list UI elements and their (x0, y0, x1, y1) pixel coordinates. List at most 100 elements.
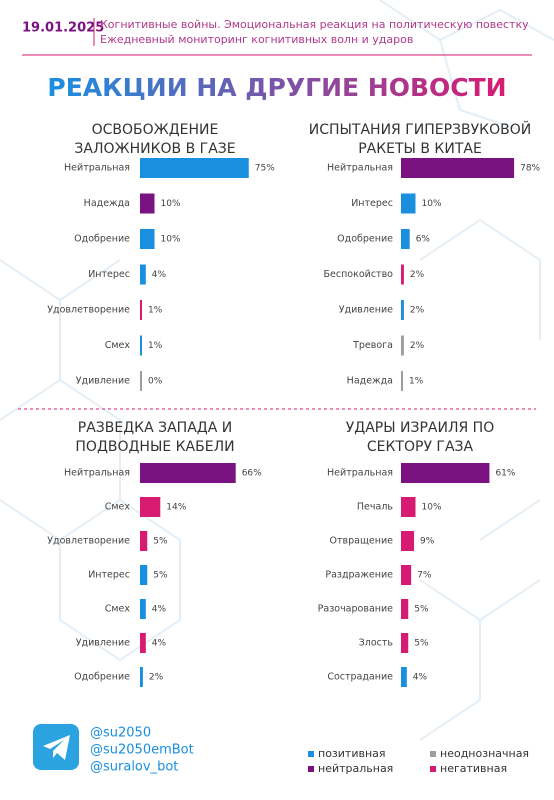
bar (140, 633, 146, 653)
category-label: Одобрение (74, 234, 130, 245)
category-label: Удивление (339, 305, 393, 316)
value-label: 61% (495, 469, 515, 479)
value-label: 7% (417, 571, 432, 581)
value-label: 2% (410, 341, 425, 351)
bar (140, 300, 142, 320)
chart-title: ОСВОБОЖДЕНИЕ (92, 122, 219, 138)
value-label: 2% (410, 306, 425, 316)
category-label: Смех (105, 502, 131, 513)
bar (401, 335, 404, 356)
category-label: Разочарование (318, 604, 393, 615)
bar (401, 193, 416, 214)
category-label: Тревога (352, 340, 393, 351)
legend-label: неоднозначная (440, 747, 529, 760)
value-label: 5% (153, 571, 168, 581)
bar (401, 300, 404, 320)
legend-swatch (430, 766, 436, 772)
chart-title: ИСПЫТАНИЯ ГИПЕРЗВУКОВОЙ (309, 120, 531, 138)
bar (140, 531, 148, 551)
handle: @su2050emBot (90, 743, 194, 758)
value-label: 1% (409, 377, 424, 387)
value-label: 1% (148, 341, 163, 351)
chart-title: ПОДВОДНЫЕ КАБЕЛИ (75, 439, 234, 455)
category-label: Печаль (357, 502, 393, 513)
value-label: 4% (152, 639, 167, 649)
bar (401, 463, 490, 483)
bar (140, 463, 236, 483)
bar (401, 497, 416, 517)
handle: @su2050 (90, 726, 151, 741)
value-label: 14% (166, 503, 186, 513)
category-label: Удовлетворение (47, 305, 130, 316)
value-label: 0% (148, 377, 163, 387)
subtitle: Ежедневный мониторинг когнитивных волн и… (100, 33, 413, 46)
legend-swatch (308, 751, 314, 757)
value-label: 4% (413, 673, 428, 683)
category-label: Сострадание (327, 672, 393, 683)
bar (140, 497, 161, 517)
legend-label: нейтральная (318, 762, 393, 775)
bar (401, 229, 410, 249)
category-label: Злость (359, 638, 394, 649)
category-label: Смех (105, 340, 131, 351)
category-label: Смех (105, 604, 131, 615)
main-title: РЕАКЦИИ НА ДРУГИЕ НОВОСТИ (47, 73, 506, 102)
chart-title: ЗАЛОЖНИКОВ В ГАЗЕ (74, 141, 235, 157)
bar (401, 599, 409, 619)
value-label: 4% (152, 605, 167, 615)
chart-title: СЕКТОРУ ГАЗА (367, 439, 474, 455)
category-label: Раздражение (325, 570, 393, 581)
bar (401, 531, 415, 551)
category-label: Нейтральная (327, 163, 393, 174)
bar (140, 229, 155, 249)
bar (401, 264, 404, 285)
value-label: 4% (152, 270, 167, 280)
background-network (0, 0, 554, 741)
bar (140, 667, 143, 687)
value-label: 10% (422, 503, 442, 513)
value-label: 1% (148, 306, 163, 316)
category-label: Надежда (84, 198, 130, 209)
chart-title: РАКЕТЫ В КИТАЕ (358, 141, 482, 157)
bar (140, 565, 148, 585)
value-label: 78% (520, 164, 540, 174)
value-label: 75% (255, 164, 275, 174)
legend-swatch (308, 766, 314, 772)
value-label: 5% (414, 605, 429, 615)
value-label: 5% (414, 639, 429, 649)
date: 19.01.2025 (22, 21, 104, 36)
category-label: Интерес (88, 269, 130, 280)
chart-title: РАЗВЕДКА ЗАПАДА И (78, 420, 232, 436)
legend-swatch (430, 751, 436, 757)
category-label: Отвращение (330, 536, 394, 547)
bar (401, 158, 515, 178)
category-label: Нейтральная (64, 468, 130, 479)
bar (140, 158, 249, 178)
bar (140, 335, 142, 356)
bar (140, 599, 146, 619)
category-label: Удовлетворение (47, 536, 130, 547)
category-label: Интерес (88, 570, 130, 581)
chart-title: УДАРЫ ИЗРАИЛЯ ПО (346, 420, 494, 436)
handle: @suralov_bot (90, 760, 178, 775)
value-label: 5% (153, 537, 168, 547)
telegram-plane (43, 735, 70, 760)
value-label: 10% (161, 235, 181, 245)
subtitle: Когнитивные войны. Эмоциональная реакция… (100, 18, 529, 31)
value-label: 66% (242, 469, 262, 479)
value-label: 10% (422, 199, 442, 209)
value-label: 2% (410, 270, 425, 280)
value-label: 10% (161, 199, 181, 209)
category-label: Одобрение (74, 672, 130, 683)
category-label: Надежда (347, 376, 393, 387)
category-label: Беспокойство (323, 269, 393, 280)
value-label: 9% (420, 537, 435, 547)
legend-label: позитивная (318, 747, 386, 760)
bar (401, 371, 403, 391)
bar (401, 565, 412, 585)
category-label: Нейтральная (64, 163, 130, 174)
category-label: Нейтральная (327, 468, 393, 479)
category-label: Удивление (76, 376, 130, 387)
telegram-icon (33, 724, 79, 770)
